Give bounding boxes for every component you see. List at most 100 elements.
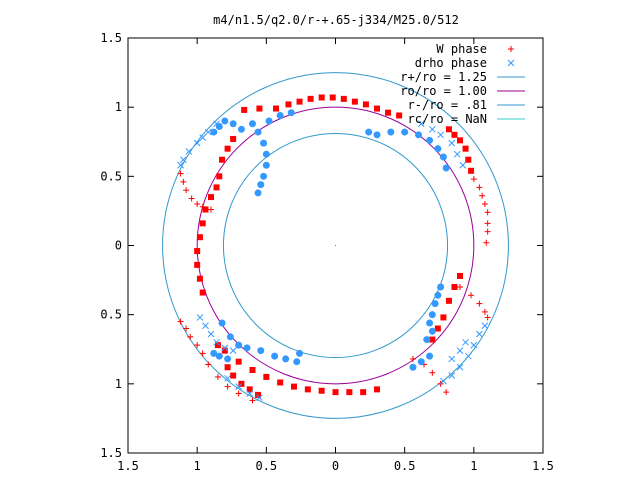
series-1-point-10 [385,109,392,116]
series-2-point-0 [177,161,184,169]
series-1-point-49 [440,314,447,321]
series-1-point-23 [194,248,201,255]
series-3-point-33 [417,358,425,366]
series-3-point-39 [257,347,265,355]
reference-circles [162,72,509,419]
x-tick-label-0: 1.5 [117,459,139,473]
series-2-point-31 [453,150,461,158]
y-tick-label-3: 0 [115,239,122,253]
series-1-point-2 [296,98,303,105]
series-1-point-37 [346,389,353,396]
series-2-point-4 [199,134,207,141]
series-2-point-29 [437,131,444,139]
series-1-point-52 [224,364,231,371]
legend-entry-0: W phase [436,42,514,56]
series-1-point-7 [351,98,358,105]
series-2-point-9 [207,330,215,338]
series-0-point-25 [468,292,475,299]
series-3-point-32 [409,363,417,371]
series-1-point-32 [277,379,284,386]
series-0 [177,170,491,404]
series-0-point-7 [177,318,184,325]
series-0-point-9 [187,333,194,340]
series-0-point-15 [235,390,242,397]
series-1-point-42 [457,137,463,144]
series-1-point-47 [451,284,458,290]
legend-label-1: drho phase [415,56,487,70]
series-1-point-38 [360,389,367,396]
x-tick-label-3: 0 [332,459,339,473]
series-1-point-56 [255,391,262,398]
series-1-point-36 [332,389,339,396]
series-3-point-41 [282,355,290,363]
series-0-point-33 [484,228,491,235]
series-0-point-26 [457,284,463,290]
series-0-point-23 [481,308,488,315]
series-0-point-34 [483,239,490,246]
legend-swatch-1 [507,59,515,67]
series-1-point-19 [208,194,214,201]
y-tick-label-5: 1 [115,377,122,391]
x-tick-label-4: 0.5 [394,459,416,473]
series-1-point-21 [199,220,206,227]
series-3-point-46 [224,355,232,363]
series-3-point-38 [243,344,251,352]
series-1-point-6 [340,95,347,102]
series-1-point-34 [304,386,311,393]
series-0-point-19 [429,369,436,376]
series-2-point-13 [224,374,231,382]
series-2-point-12 [229,347,237,354]
y-tick-label-4: 0.5 [100,308,122,322]
series-1-point-33 [291,383,297,390]
series-3-point-14 [229,120,237,128]
series-0-point-27 [470,176,477,183]
series-1-point-12 [256,105,263,112]
series-1-point-50 [434,325,441,332]
series-3-point-7 [254,189,262,197]
x-tick-label-2: 0.5 [255,459,277,473]
y-tick-label-0: 1.5 [100,31,122,45]
x-tick-label-6: 1.5 [532,459,554,473]
legend-label-5: rc/ro = NaN [408,112,487,126]
series-3-point-20 [415,131,422,139]
series-1-point-41 [451,131,458,138]
series-3-point-9 [276,111,284,119]
series-3-point-25 [437,283,445,291]
legend-entry-1: drho phase [415,56,515,70]
series-2-point-32 [459,161,467,169]
series-3-point-42 [293,358,301,366]
y-tick-label-1: 1 [115,100,122,114]
series-1-point-18 [213,184,220,191]
reference-circle-0 [162,72,509,419]
legend-entry-2: r+/ro = 1.25 [400,70,525,84]
series-3-point-2 [260,139,268,147]
series-2-point-28 [428,125,436,133]
series-3-point-30 [428,327,436,335]
series-0-point-14 [224,383,231,390]
series-1-point-48 [445,297,452,304]
series-1-point-29 [235,358,242,365]
series-1-point-51 [429,336,436,343]
series-3-point-45 [215,352,223,360]
series-1-point-13 [241,106,248,113]
chart-title: m4/n1.5/q2.0/r-+.65-j334/M25.0/512 [213,13,459,27]
series-3-point-0 [249,120,256,128]
series-3-point-43 [296,349,304,357]
series-0-point-16 [249,397,256,404]
series-2 [177,120,489,402]
series-3-point-15 [237,125,245,133]
series-0-point-4 [194,201,201,207]
series-2-point-22 [476,330,483,338]
series-3-point-8 [265,117,273,125]
series-1-point-28 [221,347,228,354]
reference-circle-2 [222,132,449,359]
series-3-point-13 [221,117,229,125]
series-3 [210,109,450,371]
series-1-point-40 [445,126,452,133]
series-1-point-22 [196,234,203,241]
series-0-point-6 [208,206,214,213]
series-0-point-12 [205,361,212,368]
series-0-point-1 [180,178,187,185]
